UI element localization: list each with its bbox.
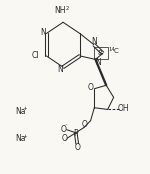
Text: P: P [73,129,78,138]
Text: Na: Na [16,134,26,143]
Text: ⁻: ⁻ [65,139,68,144]
Text: O: O [82,120,88,129]
Text: C: C [113,48,118,54]
Text: N: N [40,28,46,37]
Text: O: O [88,82,94,92]
Text: +: + [22,134,26,139]
Text: 8: 8 [98,50,102,56]
Text: N: N [58,65,63,74]
FancyBboxPatch shape [94,47,108,59]
Text: N: N [95,58,101,67]
Text: Cl: Cl [32,51,39,60]
Text: ⁻: ⁻ [65,124,68,129]
Text: +: + [22,106,26,111]
Text: O: O [61,135,67,143]
Text: NH: NH [54,6,66,15]
Text: 2: 2 [66,6,69,11]
Text: N: N [91,37,97,46]
Text: OH: OH [117,104,129,113]
Text: O: O [61,125,66,134]
Text: 14: 14 [109,46,116,52]
Text: O: O [75,143,80,152]
Text: Na: Na [16,107,26,116]
